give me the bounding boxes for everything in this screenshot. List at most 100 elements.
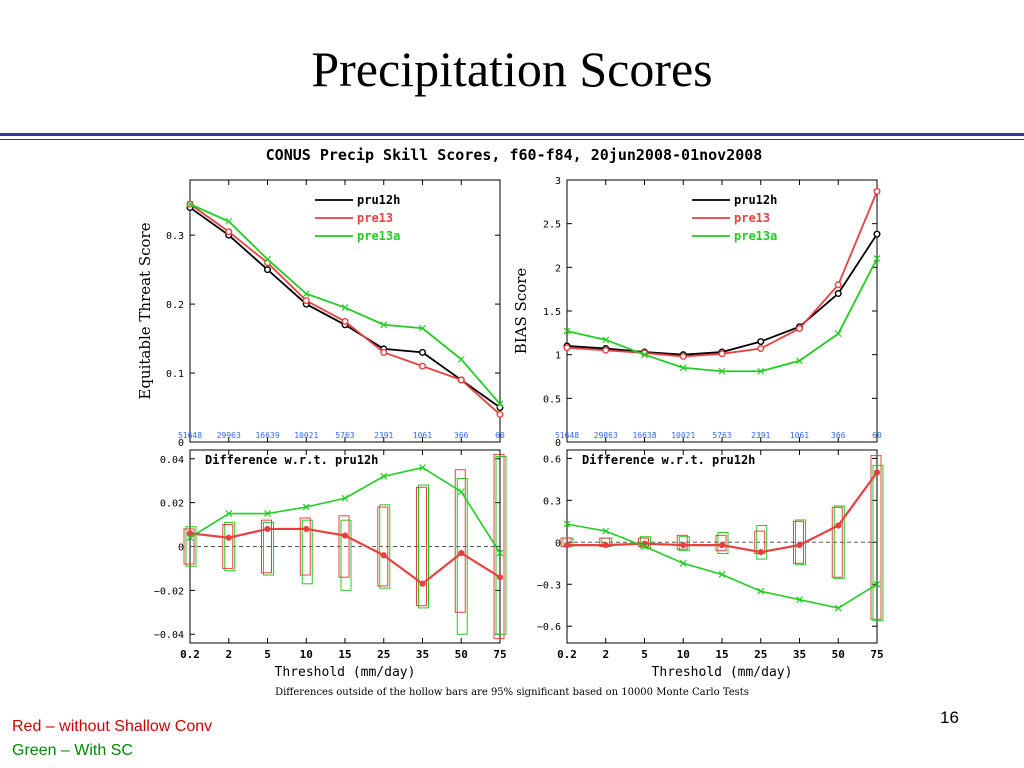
panel3-sig-bar-pre13 xyxy=(377,506,389,587)
panel3-sig-bar-pre13 xyxy=(261,519,272,574)
panel4-xtick-label: 10 xyxy=(677,648,690,661)
panel1-point-pre13a xyxy=(496,400,504,408)
panel3-ytick-label: −0.04 xyxy=(154,630,184,641)
panel1-point-pre13 xyxy=(419,362,427,370)
panel2-count-label: 5763 xyxy=(712,431,731,440)
panel1-point-pru12h xyxy=(419,348,427,356)
panel2-ylabel: BIAS Score xyxy=(512,268,530,355)
panel3-sig-bar-pre13a xyxy=(263,521,274,576)
panel3-sig-bar-pre13 xyxy=(493,453,505,640)
panel1-point-pre13a xyxy=(302,290,310,298)
panel3-point-pre13 xyxy=(225,534,232,541)
panel1-count-label: 2391 xyxy=(374,431,393,440)
panel3-sig-bar-pre13 xyxy=(416,486,427,607)
panel1-point-pre13 xyxy=(457,376,465,384)
panel2-count-label: 51648 xyxy=(555,431,579,440)
panel4-sig-bar-pre13a xyxy=(678,536,690,552)
panel2-point-pre13 xyxy=(718,350,726,358)
panel1-point-pre13 xyxy=(380,348,388,356)
panel4-point-pre13 xyxy=(680,542,687,549)
panel2-frame xyxy=(566,179,878,443)
panel1-point-pre13 xyxy=(302,297,310,305)
panel2-point-pre13a xyxy=(679,364,687,372)
panel3-point-pre13a xyxy=(419,464,426,471)
panel4-sig-bar-pre13a xyxy=(717,532,729,554)
panel4-ytick-label: 0.3 xyxy=(543,496,561,507)
panel2-point-pre13 xyxy=(873,187,881,195)
panel1-point-pre13a xyxy=(419,324,426,332)
panel3-sig-bar-pre13 xyxy=(338,515,350,578)
panel1-legend-label-pru12h: pru12h xyxy=(357,193,400,207)
panel3-point-pre13 xyxy=(186,530,194,537)
panel1-ytick-label: 0.2 xyxy=(166,300,184,311)
panel4-point-pre13a xyxy=(563,520,571,528)
panel1-count-label: 10021 xyxy=(294,431,318,440)
panel4-point-pre13 xyxy=(796,542,803,549)
panel2-ytick-label: 1 xyxy=(555,351,561,362)
panel4-xtick-label: 0.2 xyxy=(557,648,577,661)
panel3-point-pre13a xyxy=(341,494,349,502)
panel3-xtick-label: 15 xyxy=(338,648,351,661)
panel2-ytick-label: 2.5 xyxy=(543,220,561,231)
panel3-xtick-label: 10 xyxy=(300,648,313,661)
panel2-count-label: 29863 xyxy=(594,431,618,440)
panel3-point-pre13 xyxy=(303,525,310,533)
panel2-point-pre13a xyxy=(873,255,881,263)
panel2-ytick-label: 3 xyxy=(555,176,561,187)
panel1-ylabel: Equitable Threat Score xyxy=(136,222,154,399)
panel2-point-pre13 xyxy=(563,344,571,352)
panel1-point-pre13 xyxy=(496,410,504,418)
panel4-point-pre13 xyxy=(757,548,764,556)
panel4-sig-bar-pre13a xyxy=(872,464,884,622)
panel2-point-pre13a xyxy=(718,367,726,375)
panel2-point-pre13 xyxy=(679,352,687,360)
panel1-count-label: 29963 xyxy=(217,431,241,440)
panel2-point-pre13 xyxy=(796,324,804,332)
panel4-ytick-label: 0.6 xyxy=(543,454,561,465)
panel4-point-pre13a xyxy=(757,587,765,595)
panel4-point-pre13 xyxy=(602,542,609,549)
panel4-ytick-label: −0.3 xyxy=(537,580,561,591)
panel4-point-pre13 xyxy=(563,542,571,549)
panel1-point-pre13 xyxy=(341,317,349,325)
panel3-ytick-label: −0.02 xyxy=(154,586,184,597)
panel1-ytick-label: 0.1 xyxy=(166,369,184,380)
panel4-xlabel: Threshold (mm/day) xyxy=(652,665,793,680)
panel3-point-pre13 xyxy=(380,552,387,559)
panel3-xtick-label: 50 xyxy=(455,648,468,661)
panel1-count-label: 1061 xyxy=(413,431,432,440)
panel2-point-pre13 xyxy=(602,346,610,354)
panel1-count-label: 5763 xyxy=(335,431,354,440)
panel4-point-pre13a xyxy=(602,527,610,535)
figure-title: CONUS Precip Skill Scores, f60-f84, 20ju… xyxy=(266,146,763,164)
panel2-count-label: 2391 xyxy=(751,431,770,440)
panel3-sig-bar-pre13 xyxy=(454,469,466,613)
panel3-xtick-label: 25 xyxy=(377,648,390,661)
panel3-xtick-label: 2 xyxy=(225,648,232,661)
panel2-count-label: 60 xyxy=(872,431,882,440)
panel3-point-pre13a xyxy=(302,503,310,511)
panel2-count-label: 10021 xyxy=(671,431,695,440)
panel3-xtick-label: 75 xyxy=(493,648,506,661)
note-green: Green – With SC xyxy=(12,742,133,759)
panel3-sig-bar-pre13 xyxy=(222,524,234,569)
panel4-sig-bar-pre13 xyxy=(676,534,688,550)
panel1-count-label: 366 xyxy=(454,431,469,440)
panel4-sig-bar-pre13a xyxy=(756,525,768,560)
panel3-point-pre13a xyxy=(264,510,271,518)
panel4-xtick-label: 50 xyxy=(832,648,845,661)
panel2-ytick-label: 1.5 xyxy=(543,307,561,318)
panel3-point-pre13a xyxy=(457,488,465,496)
panel4-point-pre13a xyxy=(641,543,648,550)
panel2-count-label: 16638 xyxy=(632,431,656,440)
panel2-point-pre13a xyxy=(757,367,765,375)
panel1-point-pre13a xyxy=(457,355,465,363)
panel4-xtick-label: 15 xyxy=(715,648,728,661)
panel2-count-label: 366 xyxy=(831,431,846,440)
panel3-point-pre13a xyxy=(496,549,504,557)
panel3-sig-bar-pre13 xyxy=(299,517,311,576)
panel4-point-pre13a xyxy=(718,571,726,578)
panel2-point-pru12h xyxy=(873,230,881,238)
panel3-point-pre13 xyxy=(341,532,349,539)
panel4-xtick-label: 35 xyxy=(793,648,806,661)
